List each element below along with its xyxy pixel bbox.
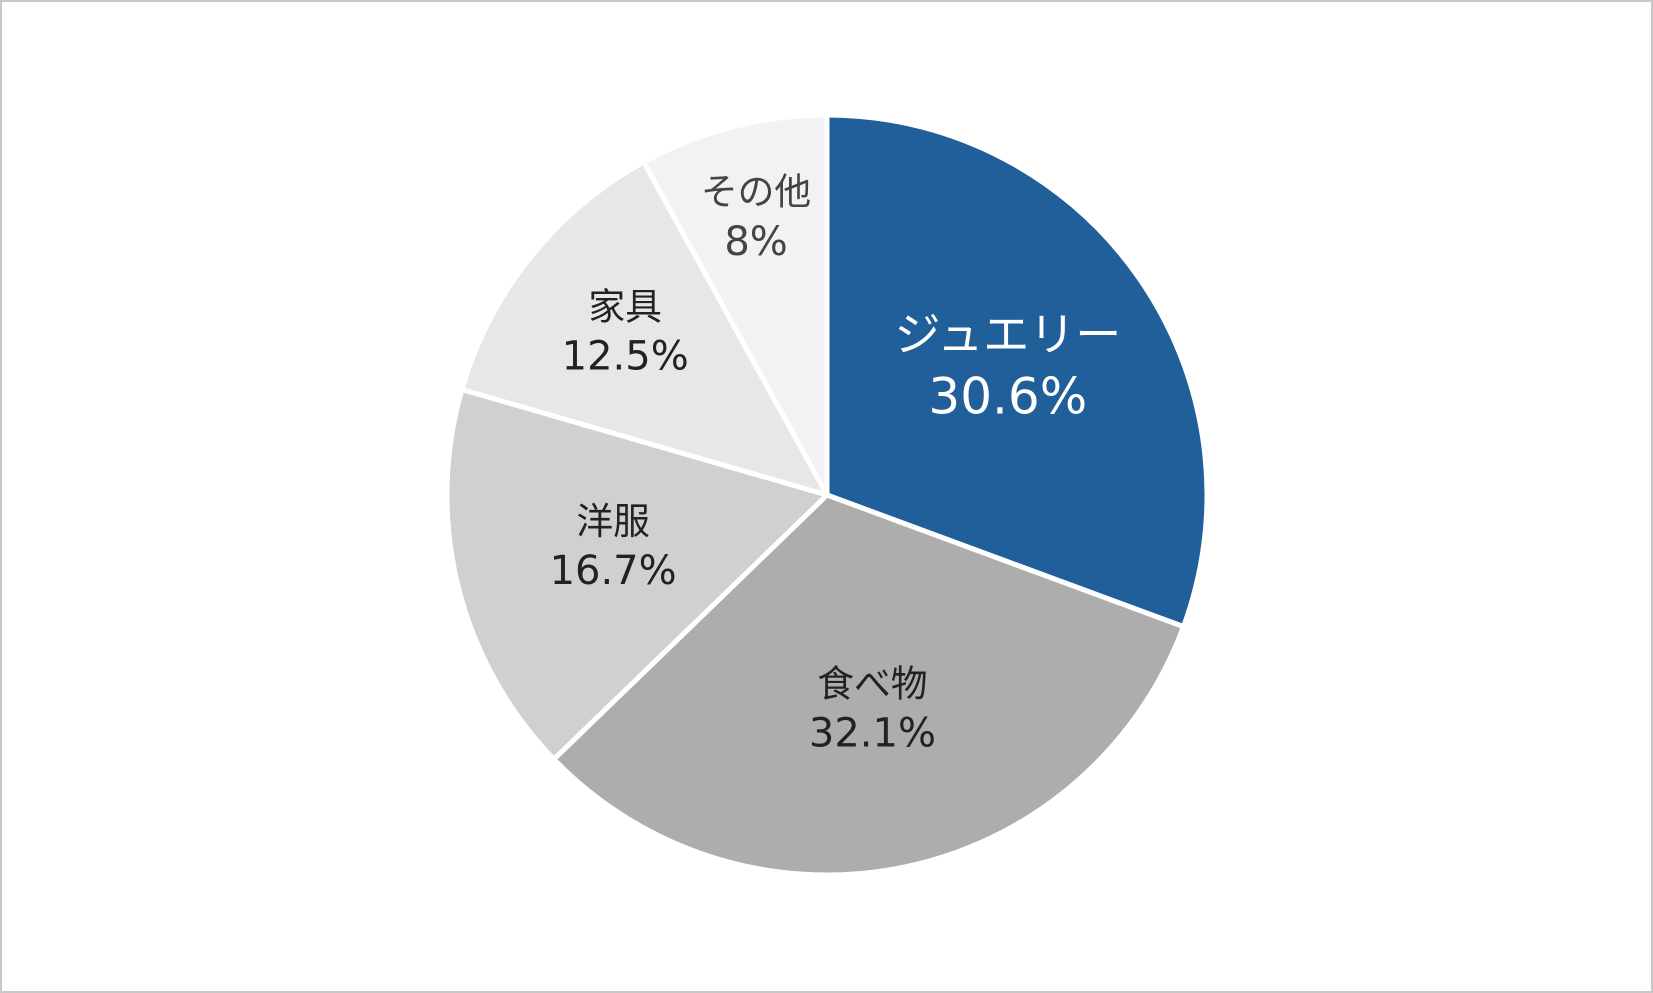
pie-labels: ジュエリー 30.6% 食べ物 32.1% 洋服 16.7% 家具 12.5% その他 8%: [550, 171, 1122, 757]
pie-slice: [444, 386, 830, 762]
slice-value-label: 32.1%: [809, 710, 936, 756]
pie-slice: [459, 159, 830, 498]
slice-value-label: 8%: [724, 219, 787, 265]
pie: [444, 112, 1210, 878]
slice-category: その他: [701, 171, 811, 214]
slice-category: 食べ物: [817, 662, 927, 705]
slice-category: ジュエリー: [894, 308, 1121, 362]
slice-value-label: 16.7%: [550, 548, 677, 594]
pie-slice: [824, 112, 1210, 630]
pie-slice: [641, 112, 830, 498]
pie-slice: [551, 492, 1186, 878]
slice-category: 家具: [588, 285, 662, 328]
slice-value-label: 30.6%: [928, 368, 1087, 426]
slice-category: 洋服: [576, 500, 650, 543]
slice-value-label: 12.5%: [562, 333, 689, 379]
